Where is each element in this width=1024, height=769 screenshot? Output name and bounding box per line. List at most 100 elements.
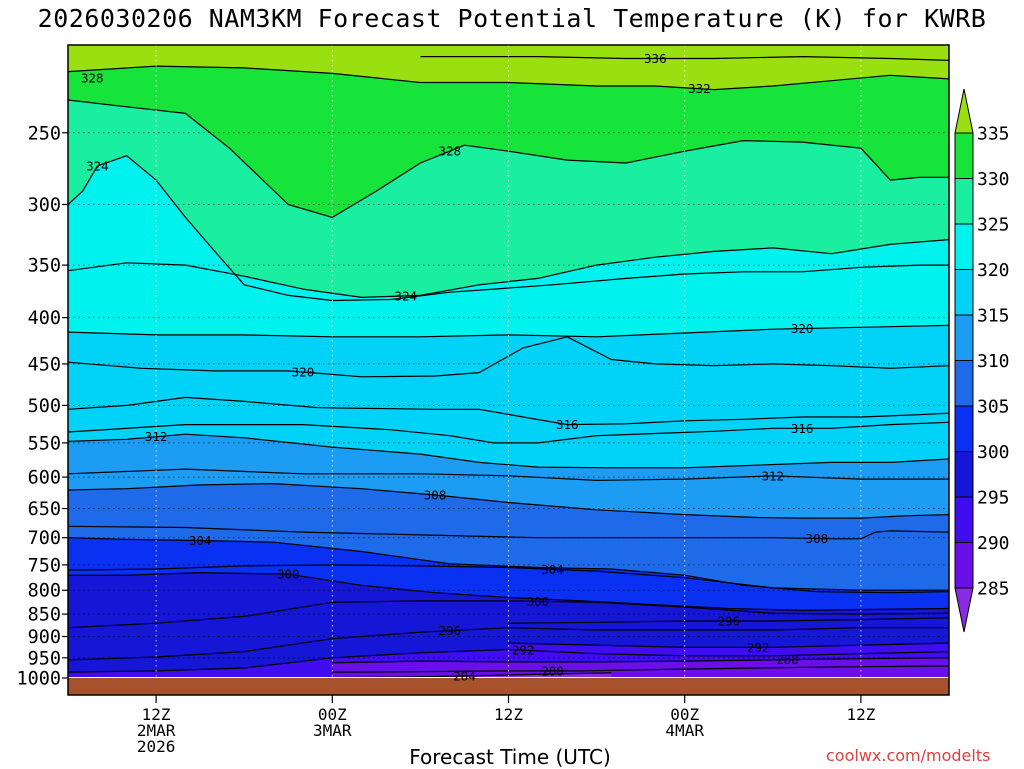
colorbar-band-300 (954, 405, 974, 452)
contour-line-312-9 (68, 433, 949, 469)
contour-label-332-22: 332 (688, 81, 711, 96)
y-tick-label-600: 600 (28, 468, 61, 489)
colorbar-label-320: 320 (977, 260, 1010, 281)
contour-line-288-22 (332, 657, 949, 664)
contour-label-316-16: 316 (791, 421, 814, 436)
colorbar-label-335: 335 (977, 124, 1010, 145)
y-tick-label-550: 550 (28, 433, 61, 454)
colorbar-high-arrow (954, 88, 974, 134)
source-credit: coolwx.com/modelts (826, 746, 991, 765)
contour-labels: 284 288 288 292 292 296 296 300 300 304 304 308 308 3… (81, 51, 829, 684)
y-tick-label-650: 650 (28, 499, 61, 520)
contour-label-296-6: 296 (717, 613, 740, 628)
x-tick-label-42-0: 00Z (670, 705, 699, 724)
colorbar-band-285 (954, 542, 974, 589)
y-tick-label-850: 850 (28, 605, 61, 626)
contour-label-320-18: 320 (791, 321, 814, 336)
contour-label-336-23: 336 (644, 51, 667, 66)
x-tick-label-6-1: 2MAR (137, 721, 176, 740)
contour-label-328-21: 328 (438, 144, 461, 159)
colorbar-band-325 (954, 178, 974, 225)
y-tick-label-300: 300 (28, 195, 61, 216)
contour-label-308-12: 308 (806, 531, 829, 546)
colorbar: 285 290 295 300 305 310 315 320 325 330 335 (954, 88, 1010, 633)
colorbar-label-310: 310 (977, 351, 1010, 372)
contour-line-312-10 (68, 468, 949, 481)
x-tick-label-18-0: 00Z (318, 705, 347, 724)
colorbar-band-320 (954, 223, 974, 270)
colorbar-label-330: 330 (977, 169, 1010, 190)
contour-label-288-2: 288 (776, 652, 799, 667)
ground-layer (68, 678, 949, 695)
band-fill-288-22 (332, 657, 949, 677)
colorbar-label-285: 285 (977, 579, 1010, 600)
chart-title: 2026030206 NAM3KM Forecast Potential Tem… (37, 4, 987, 33)
x-tick-label-54-0: 12Z (846, 705, 875, 724)
colorbar-label-300: 300 (977, 442, 1010, 463)
y-tick-label-950: 950 (28, 648, 61, 669)
colorbar-label-290: 290 (977, 533, 1010, 554)
contour-label-304-10: 304 (541, 562, 564, 577)
colorbar-low-arrow (954, 587, 974, 633)
colorbar-band-305 (954, 360, 974, 407)
contour-line-296-18 (508, 617, 949, 624)
y-tick-label-250: 250 (28, 123, 61, 144)
contour-label-296-5: 296 (438, 623, 461, 638)
y-tick-label-700: 700 (28, 528, 61, 549)
colorbar-band-310 (954, 314, 974, 361)
y-axis: 2503003504004505005506006507007508008509… (16, 123, 68, 690)
contour-label-324-19: 324 (86, 158, 109, 173)
contour-label-312-14: 312 (762, 468, 785, 483)
x-axis-label: Forecast Time (UTC) (409, 745, 611, 769)
colorbar-label-325: 325 (977, 215, 1010, 236)
contour-line-292-19 (68, 648, 949, 673)
corner-label-0: 328 (81, 70, 104, 85)
contour-line-320-6 (68, 324, 949, 338)
contour-line-296-17 (68, 627, 949, 661)
contour-label-324-20: 324 (394, 288, 417, 303)
contour-label-288-1: 288 (541, 663, 564, 678)
x-tick-label-6-0: 12Z (142, 705, 171, 724)
contour-line-300-15 (68, 572, 949, 611)
y-tick-label-750: 750 (28, 555, 61, 576)
x-tick-label-30-0: 12Z (494, 705, 523, 724)
y-tick-label-800: 800 (28, 581, 61, 602)
colorbar-band-315 (954, 269, 974, 316)
contour-line-332-1 (68, 65, 949, 91)
contour-line-304-13 (68, 537, 949, 594)
contour-line-304-14 (68, 564, 949, 591)
y-tick-label-1000: 1000 (16, 669, 61, 690)
contour-label-308-11: 308 (424, 488, 447, 503)
contour-line-324-3 (68, 155, 949, 302)
colorbar-band-330 (954, 132, 974, 179)
contour-line-284-23 (317, 672, 612, 677)
contour-line-336-0 (420, 56, 949, 61)
x-tick-label-18-1: 3MAR (313, 721, 352, 740)
gridlines (68, 45, 949, 677)
contour-label-300-7: 300 (277, 567, 300, 582)
contour-line-316-8 (68, 421, 949, 444)
contour-label-292-4: 292 (747, 640, 770, 655)
y-tick-label-350: 350 (28, 256, 61, 277)
colorbar-label-315: 315 (977, 306, 1010, 327)
y-tick-label-400: 400 (28, 308, 61, 329)
colorbar-band-290 (954, 496, 974, 543)
y-tick-label-900: 900 (28, 627, 61, 648)
y-tick-label-450: 450 (28, 354, 61, 375)
contour-label-300-8: 300 (527, 594, 550, 609)
contour-line-320-5 (68, 336, 949, 378)
contour-line-316-7 (68, 396, 949, 426)
contour-line-292-20 (508, 642, 949, 648)
contour-label-316-15: 316 (556, 417, 579, 432)
contour-label-312-13: 312 (145, 429, 168, 444)
contour-line-288-21 (332, 665, 949, 673)
x-tick-label-6-2: 2026 (137, 737, 176, 756)
x-tick-label-42-1: 4MAR (665, 721, 704, 740)
contour-label-292-3: 292 (512, 643, 535, 658)
isentrope-contours (68, 56, 949, 677)
contour-label-284-0: 284 (453, 669, 476, 684)
contour-label-320-17: 320 (292, 365, 315, 380)
contour-line-324-4 (68, 239, 949, 298)
y-tick-label-500: 500 (28, 396, 61, 417)
